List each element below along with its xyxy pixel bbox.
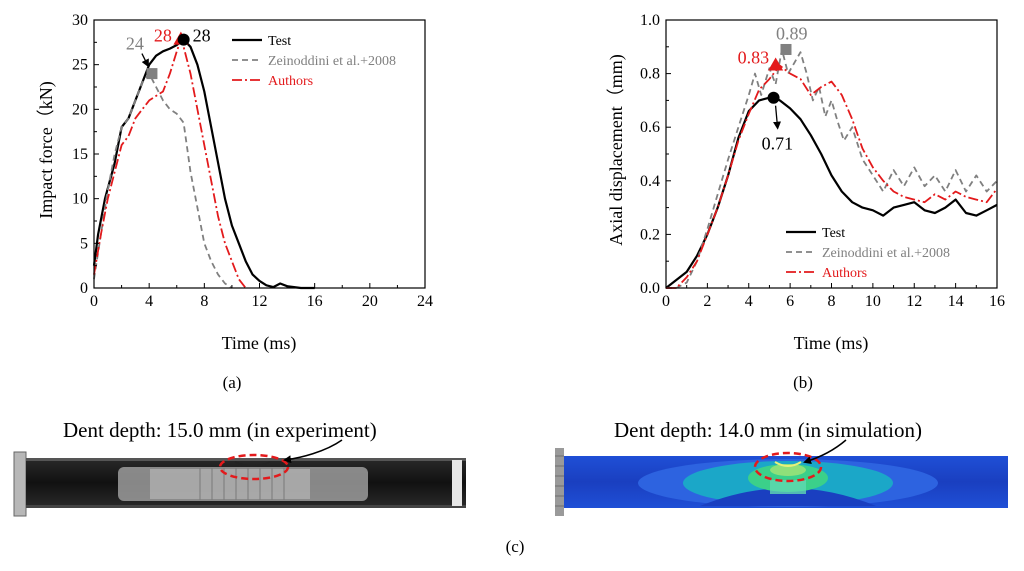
panel-a-ytick-label: 25 xyxy=(72,57,88,74)
panel-b-peak-marker xyxy=(767,91,780,104)
simulation-dent-ellipse xyxy=(753,451,823,483)
experiment-dent-arrow xyxy=(283,439,343,464)
panel-a-legend-entry: Test xyxy=(268,34,291,49)
panel-a-ytick-label: 15 xyxy=(72,146,88,163)
panel-b-xtick-label: 12 xyxy=(906,293,922,310)
panel-b-ylabel: Axial displacement（mm) xyxy=(606,54,627,245)
panel-b-legend-entry: Zeinoddini et al.+2008 xyxy=(822,246,950,261)
panel-a-xtick-label: 8 xyxy=(200,293,208,310)
panel-b-ytick-label: 1.0 xyxy=(640,12,660,29)
panel-a-series-test xyxy=(92,38,315,290)
panel-a-ytick-label: 30 xyxy=(72,12,88,29)
simulation-tube-contour xyxy=(555,448,1008,516)
panel-b-xtick-label: 4 xyxy=(745,293,753,310)
panel-a-peak-marker xyxy=(146,68,158,80)
panel-b-xtick-label: 2 xyxy=(703,293,711,310)
panel-b-legend-entry: Test xyxy=(822,226,845,241)
panel-b-xtick-label: 0 xyxy=(662,293,670,310)
panel-b-ytick-label: 0.6 xyxy=(640,119,660,136)
panel-b-peak-label: 0.83 xyxy=(738,48,770,68)
panel-b-xtick-label: 16 xyxy=(989,293,1005,310)
panel-a-peak-marker xyxy=(177,33,190,46)
panel-b-ytick-label: 0.4 xyxy=(640,173,660,190)
panel-a-xtick-label: 24 xyxy=(417,293,433,310)
experiment-dent-ellipse xyxy=(218,453,290,481)
panel-b-series-authors xyxy=(666,64,998,289)
panel-b-ytick-label: 0.8 xyxy=(640,66,660,83)
panel-a-series-zeinoddini-et-al-2008 xyxy=(93,72,233,289)
dent-simulation-caption: Dent depth: 14.0 mm (in simulation) xyxy=(614,418,922,442)
panel-c-label: (c) xyxy=(506,537,525,556)
panel-a-ytick-label: 10 xyxy=(72,191,88,208)
panel-a-peak-label: 24 xyxy=(126,34,144,54)
panel-a-ylabel: Impact force（kN) xyxy=(36,81,57,218)
panel-a-ytick-label: 0 xyxy=(80,280,88,297)
panel-b-peak-label: 0.89 xyxy=(776,23,808,43)
panel-a-legend-entry: Zeinoddini et al.+2008 xyxy=(268,54,396,69)
panel-a-xtick-label: 20 xyxy=(362,293,378,310)
panel-a-label: (a) xyxy=(223,373,242,392)
panel-b-series-test xyxy=(665,96,998,289)
panel-a-xtick-label: 0 xyxy=(90,293,98,310)
panel-b-peak-marker xyxy=(768,57,784,71)
panel-b-ytick-label: 0.2 xyxy=(640,226,660,243)
panel-b-legend-entry: Authors xyxy=(822,266,867,281)
panel-b-ytick-label: 0.0 xyxy=(640,280,660,297)
simulation-dent-arrow xyxy=(803,439,847,465)
panel-b-peak-label: 0.71 xyxy=(762,134,794,154)
panel-a-xlabel: Time (ms) xyxy=(222,333,297,354)
experiment-tube-photo xyxy=(13,451,466,517)
panel-a-peak-label: 28 xyxy=(193,26,211,46)
panel-a-xtick-label: 16 xyxy=(307,293,323,310)
panel-b-xtick-label: 14 xyxy=(948,293,964,310)
panel-a-ytick-label: 5 xyxy=(80,235,88,252)
panel-a-peak-arrow xyxy=(141,53,149,68)
panel-b-xtick-label: 10 xyxy=(865,293,881,310)
panel-a-chart: 0 4 8 12 16 20 24 0 5 10 15 20 25 30 Test Zeinoddini e… xyxy=(36,12,433,354)
panel-b-series-zeinoddini-et-al-2008 xyxy=(666,48,998,289)
panel-a-ytick-label: 20 xyxy=(72,101,88,118)
panel-a-xtick-label: 12 xyxy=(252,293,268,310)
panel-b-peak-arrow xyxy=(773,105,782,130)
panel-a-xtick-label: 4 xyxy=(145,293,153,310)
panel-b-xlabel: Time (ms) xyxy=(794,333,869,354)
panel-b-xtick-label: 8 xyxy=(828,293,836,310)
panel-a-series-authors xyxy=(93,38,247,289)
dent-experiment-caption: Dent depth: 15.0 mm (in experiment) xyxy=(63,418,377,442)
panel-b-chart: 0 2 4 6 8 10 12 14 16 0.0 0.2 0.4 0.6 0.8 1.0 Test Zein… xyxy=(606,12,1005,354)
panel-a-peak-label: 28 xyxy=(154,26,172,46)
panel-b-xtick-label: 6 xyxy=(786,293,794,310)
panel-b-peak-marker xyxy=(780,43,792,55)
panel-b-label: (b) xyxy=(793,373,813,392)
panel-a-legend-entry: Authors xyxy=(268,74,313,89)
